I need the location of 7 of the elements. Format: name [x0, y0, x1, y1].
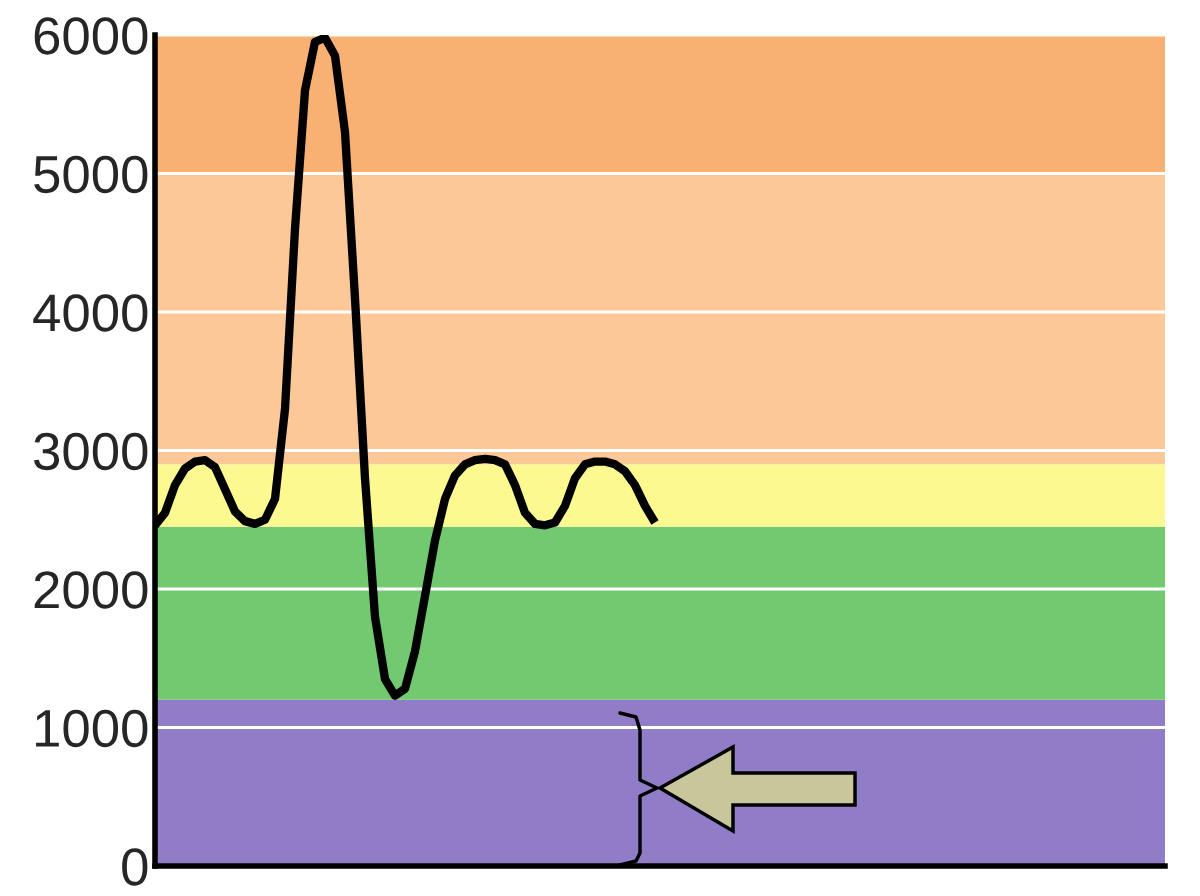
y-tick-label: 1000	[36, 709, 148, 748]
y-tick-label: 6000	[34, 17, 148, 55]
y-tick-label: 0	[122, 848, 148, 886]
y-tick-label: 5000	[34, 155, 148, 194]
y-tick-label: 3000	[34, 432, 148, 471]
y-tick-label: 2000	[34, 571, 148, 609]
y-tick-label: 4000	[33, 294, 148, 332]
